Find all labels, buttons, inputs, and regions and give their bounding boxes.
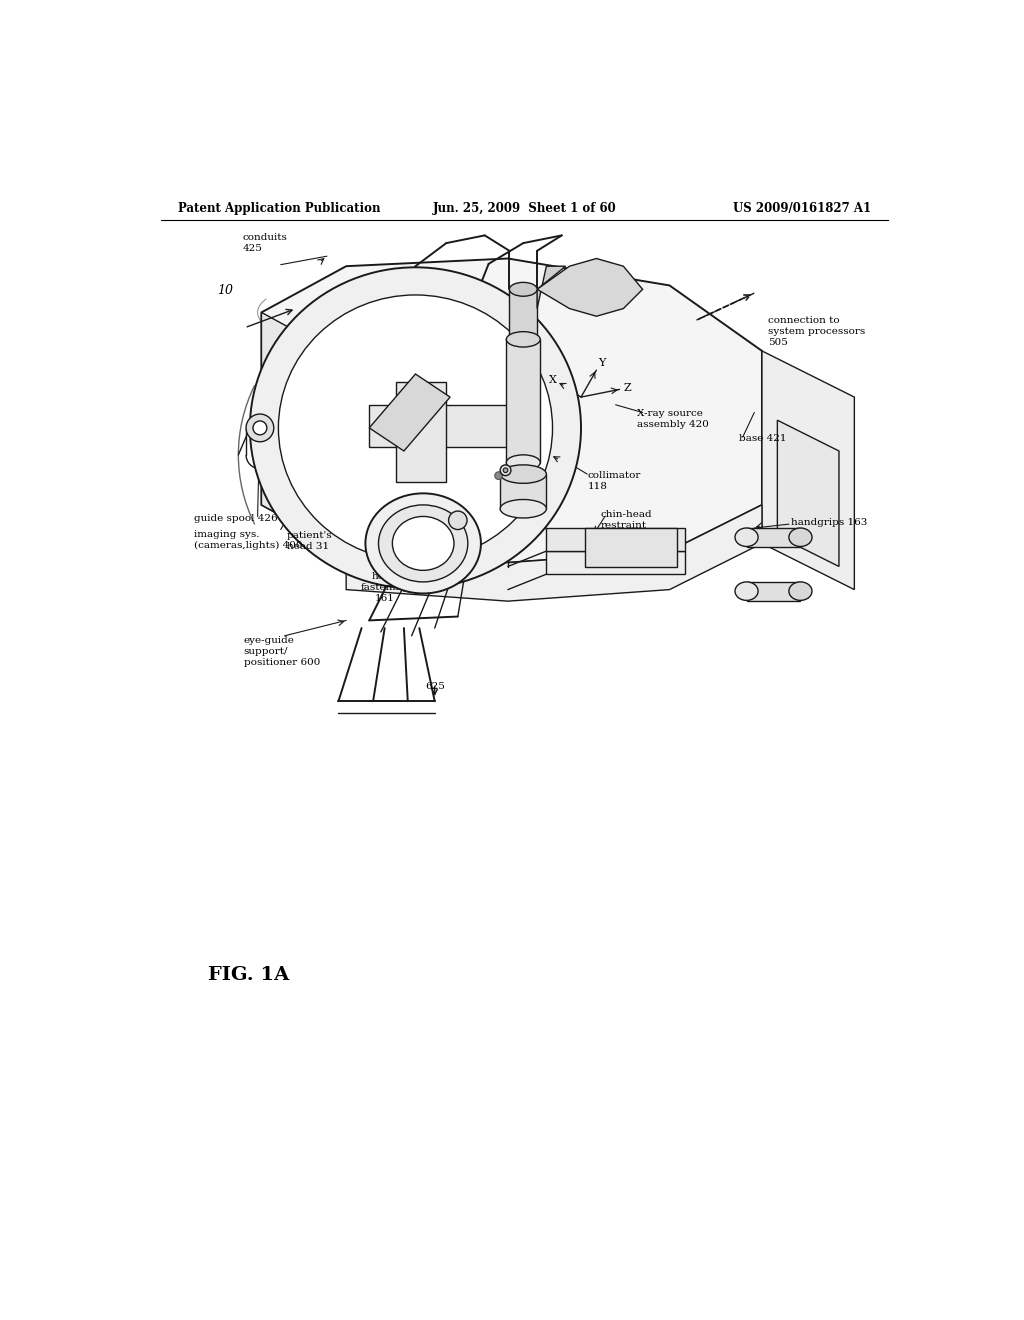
- Ellipse shape: [788, 582, 812, 601]
- Polygon shape: [396, 381, 446, 482]
- Text: Z: Z: [624, 383, 631, 393]
- Polygon shape: [512, 462, 535, 465]
- Ellipse shape: [735, 582, 758, 601]
- Ellipse shape: [506, 331, 541, 347]
- Text: US 2009/0161827 A1: US 2009/0161827 A1: [733, 202, 871, 215]
- Ellipse shape: [246, 414, 273, 442]
- Text: connection to
system processors
505: connection to system processors 505: [768, 317, 865, 347]
- Text: patient's
head 31: patient's head 31: [287, 531, 333, 552]
- Ellipse shape: [500, 465, 547, 483]
- Text: conduits
425: conduits 425: [243, 234, 287, 253]
- Circle shape: [449, 511, 467, 529]
- Polygon shape: [538, 259, 643, 317]
- Text: FIG. 1A: FIG. 1A: [208, 966, 289, 983]
- Circle shape: [500, 465, 511, 475]
- Text: guide spool 426: guide spool 426: [195, 515, 279, 523]
- Text: 625: 625: [425, 682, 444, 690]
- Text: θ: θ: [508, 487, 515, 500]
- Polygon shape: [547, 528, 685, 552]
- Text: head
fastening
161: head fastening 161: [360, 572, 410, 603]
- Text: chin-head
restraint
160: chin-head restraint 160: [600, 511, 652, 541]
- Polygon shape: [585, 528, 677, 566]
- Circle shape: [495, 471, 503, 479]
- Ellipse shape: [735, 528, 758, 546]
- Polygon shape: [746, 582, 801, 601]
- Polygon shape: [261, 259, 762, 562]
- Polygon shape: [509, 289, 538, 339]
- Ellipse shape: [279, 294, 553, 561]
- Ellipse shape: [392, 516, 454, 570]
- Polygon shape: [370, 405, 508, 447]
- Polygon shape: [370, 374, 451, 451]
- Polygon shape: [346, 506, 762, 601]
- Polygon shape: [500, 474, 547, 508]
- Polygon shape: [538, 267, 565, 309]
- Ellipse shape: [250, 268, 581, 589]
- Ellipse shape: [366, 494, 481, 594]
- Text: eye-guide
support/
positioner 600: eye-guide support/ positioner 600: [244, 636, 321, 667]
- Text: 10: 10: [217, 284, 232, 297]
- Text: Patent Application Publication: Patent Application Publication: [178, 202, 381, 215]
- Text: φ: φ: [515, 475, 524, 488]
- Polygon shape: [261, 313, 346, 552]
- Polygon shape: [746, 528, 801, 548]
- Text: Jun. 25, 2009  Sheet 1 of 60: Jun. 25, 2009 Sheet 1 of 60: [433, 202, 616, 215]
- Text: Y: Y: [598, 358, 605, 368]
- Text: base 421: base 421: [739, 434, 786, 444]
- Polygon shape: [547, 552, 685, 574]
- Ellipse shape: [500, 499, 547, 517]
- Text: X-ray source
assembly 420: X-ray source assembly 420: [637, 409, 709, 429]
- Ellipse shape: [509, 282, 538, 296]
- Text: X: X: [549, 375, 557, 385]
- Text: X-ray tube 112: X-ray tube 112: [433, 385, 467, 458]
- Ellipse shape: [506, 455, 541, 470]
- Text: X-ray source
positioning
system 115: X-ray source positioning system 115: [293, 389, 361, 440]
- Text: imaging sys.
(cameras,lights) 400: imaging sys. (cameras,lights) 400: [195, 529, 303, 550]
- Polygon shape: [506, 339, 541, 462]
- Text: handgrips 163: handgrips 163: [792, 517, 867, 527]
- Ellipse shape: [253, 421, 267, 434]
- Polygon shape: [762, 351, 854, 590]
- Polygon shape: [777, 420, 839, 566]
- Ellipse shape: [379, 506, 468, 582]
- Ellipse shape: [788, 528, 812, 546]
- Circle shape: [503, 469, 508, 473]
- Text: collimator
118: collimator 118: [588, 471, 641, 491]
